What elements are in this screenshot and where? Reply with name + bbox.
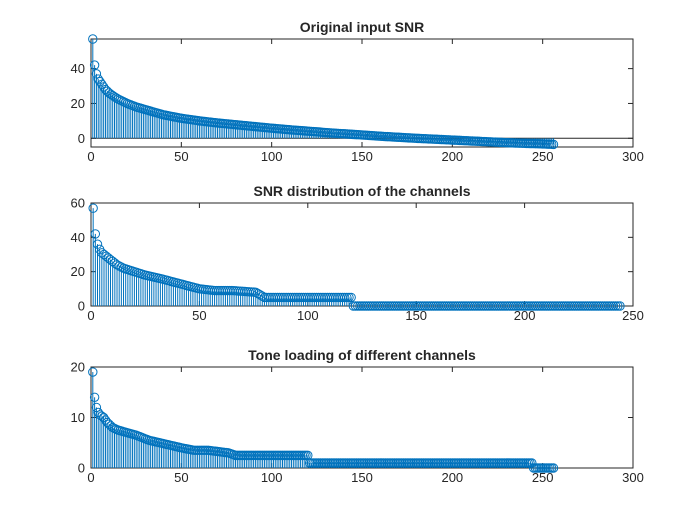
stem-marker-241	[608, 301, 619, 311]
x-tick-label: 50	[174, 149, 188, 164]
y-tick-label: 20	[71, 96, 85, 111]
stem-marker-13	[114, 261, 124, 271]
x-tick-label: 0	[87, 470, 94, 485]
x-tick-label: 200	[514, 308, 536, 323]
stem-marker-244	[527, 458, 537, 468]
stem-marker-6	[97, 79, 107, 89]
stem-marker-3	[91, 402, 102, 413]
x-tick-label: 50	[192, 308, 206, 323]
stem-marker-119	[344, 292, 354, 303]
stem-marker-2	[89, 60, 100, 70]
stem-marker-1	[88, 34, 98, 44]
x-tick-label: 100	[297, 308, 319, 323]
chart-title: Tone loading of different channels	[248, 347, 476, 363]
x-tick-label: 100	[261, 470, 283, 485]
y-tick-label: 60	[71, 196, 85, 211]
x-tick-label: 50	[174, 470, 188, 485]
stem-marker-14	[116, 262, 127, 272]
y-tick-label: 20	[71, 264, 85, 279]
subplot-original-input-snr: Original input SNR 0 50 100 150 200 250 300 0 20 4…	[71, 19, 644, 164]
stem-marker-3	[91, 69, 102, 79]
subplot-snr-distribution: SNR distribution of the channels 0 50 100 15…	[71, 183, 644, 323]
y-tick-label: 0	[78, 299, 85, 314]
stem-marker-2	[89, 392, 100, 402]
chart-title: SNR distribution of the channels	[253, 183, 470, 199]
stem-marker-242	[610, 301, 621, 311]
x-tick-label: 300	[622, 149, 644, 164]
x-tick-label: 200	[441, 149, 463, 164]
x-tick-label: 150	[405, 308, 427, 323]
x-tick-label: 250	[532, 470, 554, 485]
stem-marker-2	[90, 229, 101, 239]
stem-marker-244	[615, 301, 625, 311]
chart-title: Original input SNR	[300, 19, 424, 35]
x-tick-label: 0	[87, 308, 94, 323]
y-tick-label: 0	[78, 461, 85, 476]
x-tick-label: 150	[351, 149, 373, 164]
y-tick-label: 0	[78, 131, 85, 146]
stem-marker-120	[346, 292, 356, 303]
x-tick-label: 100	[261, 149, 283, 164]
x-tick-label: 250	[532, 149, 554, 164]
stem-series	[88, 367, 559, 473]
stem-marker-256	[548, 463, 559, 473]
stem-marker-243	[613, 301, 623, 311]
stem-marker-120	[303, 450, 313, 461]
x-tick-label: 250	[622, 308, 644, 323]
stem-marker-5	[95, 76, 105, 87]
x-tick-label: 300	[622, 470, 644, 485]
y-tick-label: 20	[71, 360, 85, 375]
stem-marker-7	[98, 412, 109, 423]
x-tick-label: 0	[87, 149, 94, 164]
stem-series	[88, 203, 625, 311]
x-tick-label: 150	[351, 470, 373, 485]
y-tick-label: 10	[71, 410, 85, 425]
stem-marker-1	[88, 367, 98, 377]
stem-marker-3	[92, 239, 103, 249]
stem-marker-9	[102, 417, 112, 428]
stem-marker-1	[88, 203, 98, 213]
x-tick-label: 200	[441, 470, 463, 485]
y-tick-label: 40	[71, 61, 85, 76]
axes-box	[90, 202, 634, 307]
stem-series	[88, 34, 559, 150]
stem-marker-256	[548, 139, 559, 150]
stem-marker-4	[93, 74, 103, 84]
y-tick-label: 40	[71, 230, 85, 245]
stem-marker-8	[100, 84, 111, 95]
